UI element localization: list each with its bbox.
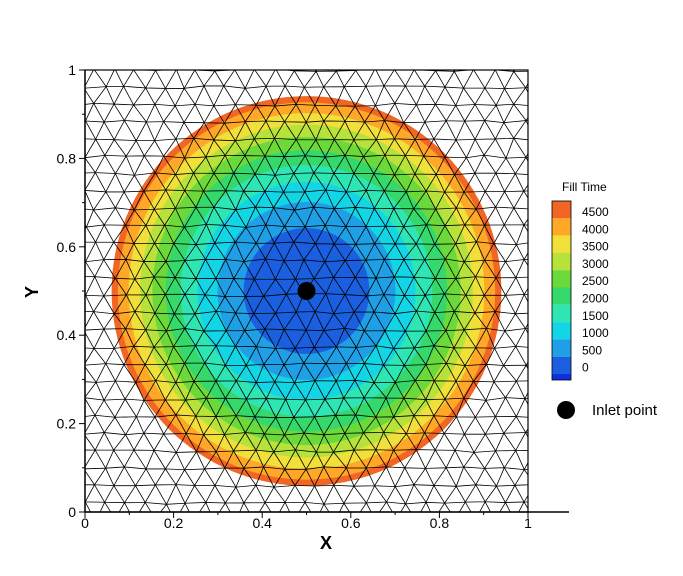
x-tick-label: 0 [81, 515, 89, 531]
legend-label: 1500 [582, 309, 609, 323]
x-tick-label: 0.4 [252, 515, 272, 531]
legend-swatch [552, 287, 571, 305]
y-tick-label: 0 [68, 504, 76, 520]
x-axis-label: X [320, 533, 332, 553]
legend-swatch [552, 218, 571, 236]
y-axis-label: Y [22, 286, 42, 298]
legend-frame [551, 200, 572, 381]
y-tick-label: 1 [68, 62, 76, 78]
legend-swatch [552, 322, 571, 340]
x-tick-label: 0.2 [164, 515, 184, 531]
x-tick-label: 0.8 [430, 515, 450, 531]
legend-swatch [552, 339, 571, 357]
inlet-marker [297, 282, 316, 300]
legend-label: 1000 [582, 326, 609, 340]
x-tick-label: 1 [524, 515, 532, 531]
legend-label: 3000 [582, 257, 609, 271]
inlet-legend-marker [557, 401, 575, 419]
triangular-mesh [85, 70, 528, 512]
legend-label: 4000 [582, 222, 609, 236]
legend-label: 3500 [582, 240, 609, 254]
legend-label: 0 [582, 361, 589, 375]
colorbar-legend: Fill Time 4500 4000 3500 3000 2500 2000 1500 10… [551, 180, 609, 381]
x-tick-label: 0.6 [341, 515, 361, 531]
legend-swatch [552, 374, 571, 380]
inlet-legend-label: Inlet point [592, 402, 658, 419]
legend-swatch [552, 252, 571, 271]
y-axis-ticks: 0 0.2 0.4 0.6 0.8 1 [57, 62, 85, 520]
legend-swatch [552, 201, 571, 219]
legend-swatch [552, 356, 571, 374]
legend-swatch [552, 235, 571, 253]
legend-label: 2000 [582, 292, 609, 306]
legend-label: 4500 [582, 205, 609, 219]
y-tick-label: 0.4 [57, 327, 77, 343]
legend-swatch [552, 304, 571, 323]
inlet-legend: Inlet point [557, 401, 658, 419]
legend-title: Fill Time [562, 180, 607, 194]
y-tick-label: 0.8 [57, 150, 77, 166]
legend-label: 500 [582, 343, 602, 357]
y-tick-label: 0.6 [57, 239, 77, 255]
mesh-lines [85, 70, 528, 512]
y-tick-label: 0.2 [57, 416, 77, 432]
x-axis-ticks: 0 0.2 0.4 0.6 0.8 1 [81, 512, 532, 531]
legend-swatch [552, 270, 571, 288]
legend-label: 2500 [582, 274, 609, 288]
